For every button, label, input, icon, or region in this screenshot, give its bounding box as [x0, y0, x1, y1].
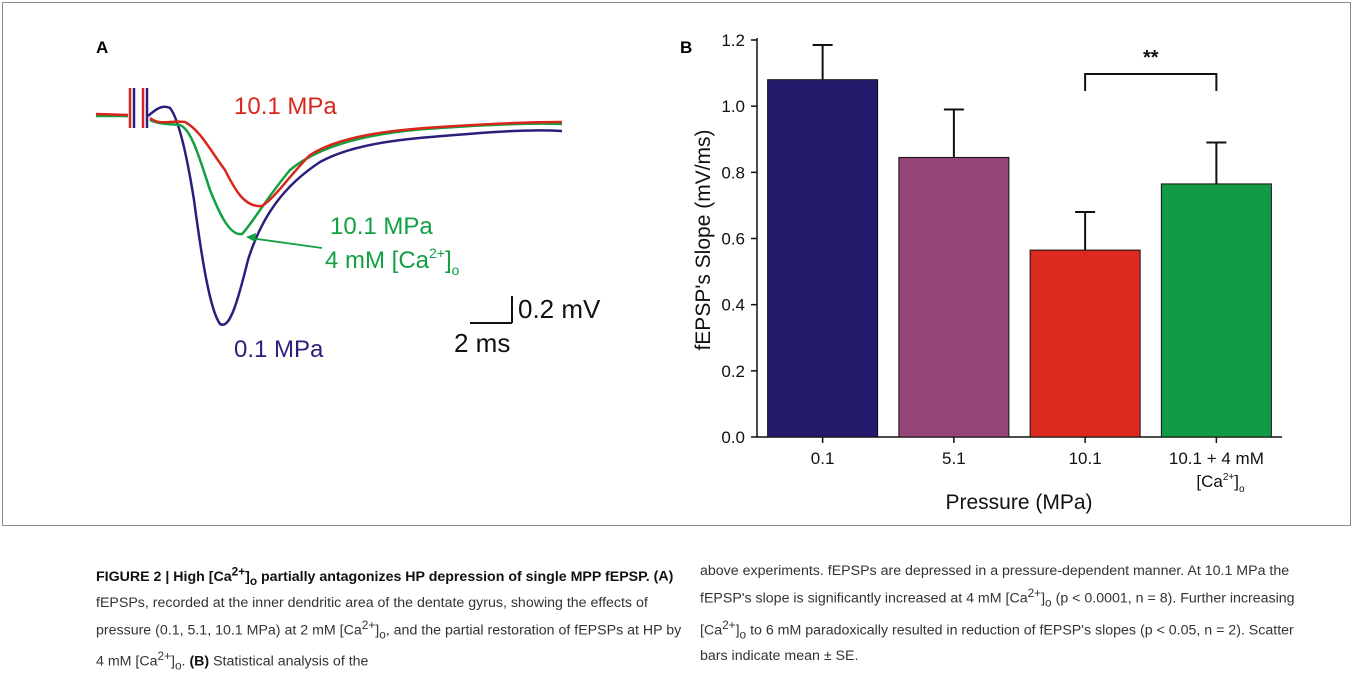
y-tick-label: 1.0	[721, 97, 745, 116]
figure-svg: A 10.1 MPa 10.1 MPa 4 mM [Ca2+]o 0.1 MPa…	[95, 31, 1282, 514]
figure-frame	[2, 2, 1351, 526]
scale-bar-time: 2 ms	[454, 328, 510, 358]
significance-label: **	[1143, 47, 1159, 69]
y-tick-label: 1.2	[721, 31, 745, 50]
caption-right-3: to 6 mM paradoxically resulted in reduct…	[700, 622, 1294, 665]
panel-a-label: A	[96, 38, 108, 57]
ca-conc-text: 4 mM [Ca	[325, 247, 430, 274]
pointer-arrow	[246, 233, 323, 249]
caption-b-text: Statistical analysis of the	[209, 653, 369, 670]
bar	[898, 156, 1010, 438]
bar	[767, 79, 879, 438]
trace-10-1-mpa	[95, 112, 563, 208]
caption-heading-rest: partially antagonizes HP depression of s…	[257, 568, 650, 585]
scale-bar	[470, 296, 513, 324]
bar	[1160, 183, 1272, 438]
x-tick-label-line2: [Ca2+]o	[1196, 472, 1245, 495]
bar	[1029, 249, 1141, 438]
caption-left: FIGURE 2 | High [Ca2+]o partially antago…	[96, 564, 682, 673]
trace-label-10-1-mpa-4mm: 10.1 MPa	[330, 213, 433, 240]
bar-chart: 0.0 0.2 0.4 0.6 0.8 1.0 1.2 0.1 5.1 10.1 10.1 + 4 …	[721, 31, 1282, 495]
caption-b-label: (B)	[189, 653, 210, 670]
y-tick-label: 0.2	[721, 362, 745, 381]
trace-label-10-1-mpa: 10.1 MPa	[234, 93, 337, 120]
trace-label-0-1-mpa: 0.1 MPa	[234, 336, 324, 363]
caption-right-1: above experiments. fEPSPs are depressed …	[700, 563, 1290, 607]
caption-a-text-1: fEPSPs, recorded at the inner dendritic …	[96, 594, 648, 639]
trace-10-1-mpa-4mm-ca	[96, 114, 563, 236]
x-tick-label: 0.1	[811, 449, 835, 468]
y-tick-label: 0.6	[721, 230, 745, 249]
trace-label-4mm-ca: 4 mM [Ca2+]o	[325, 245, 460, 278]
x-axis-label: Pressure (MPa)	[945, 491, 1092, 514]
trace-0-1-mpa	[95, 105, 563, 326]
significance-bracket	[1084, 73, 1218, 91]
x-tick-label: 5.1	[942, 449, 966, 468]
y-tick-label: 0.8	[721, 163, 745, 182]
x-tick-label: 10.1 + 4 mM	[1169, 449, 1264, 468]
scale-bar-voltage: 0.2 mV	[518, 294, 601, 324]
caption-a-label: (A)	[653, 568, 674, 585]
y-tick-label: 0.4	[721, 296, 745, 315]
y-axis-label: fEPSP's Slope (mV/ms)	[692, 129, 715, 350]
x-tick-label: 10.1	[1069, 449, 1102, 468]
panel-b-label: B	[680, 38, 692, 57]
caption-right-2: (p < 0.0001, n = 8). Further increasing …	[700, 590, 1295, 639]
caption-right: above experiments. fEPSPs are depressed …	[700, 563, 1295, 665]
stimulus-artifact	[128, 88, 149, 128]
y-tick-label: 0.0	[721, 428, 745, 447]
caption-heading: FIGURE 2 | High [Ca	[96, 568, 232, 585]
